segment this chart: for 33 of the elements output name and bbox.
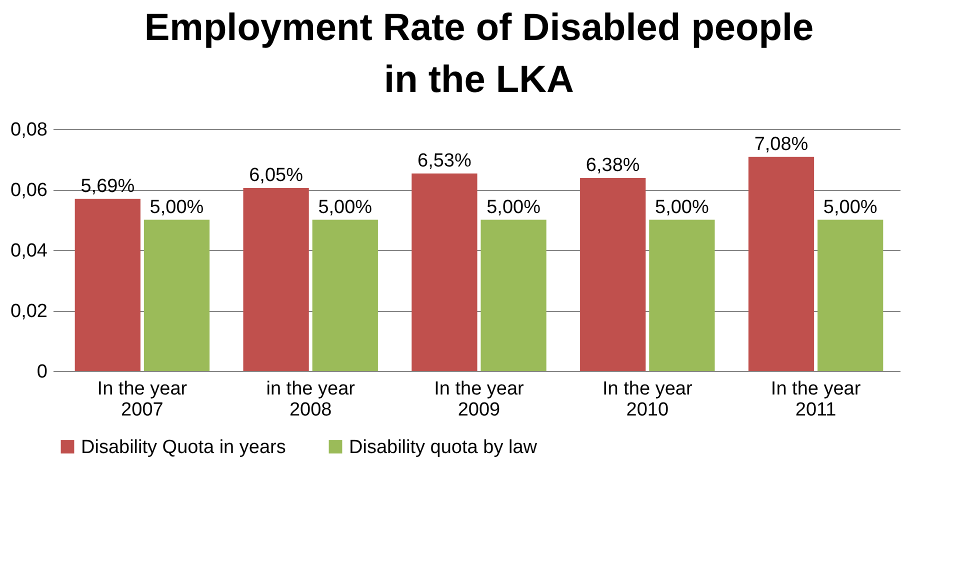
x-tick-label: In the year 2010 — [602, 378, 693, 420]
data-label: 6,38% — [586, 155, 640, 176]
x-tick-label: In the year 2007 — [97, 378, 188, 420]
y-tick-label: 0 — [36, 362, 48, 382]
data-label: 5,00% — [655, 196, 709, 218]
data-label: 5,69% — [80, 176, 135, 197]
bar — [649, 220, 715, 371]
legend-label: Disability quota by law — [349, 436, 538, 458]
bar — [818, 220, 884, 371]
bar — [412, 173, 478, 371]
y-tick-label: 0,06 — [10, 180, 48, 201]
data-label: 5,00% — [318, 196, 372, 218]
data-label: 6,53% — [418, 150, 472, 172]
data-label: 5,00% — [823, 196, 878, 218]
bar — [243, 188, 309, 371]
data-label: 5,00% — [150, 196, 204, 218]
data-label: 5,00% — [486, 196, 541, 218]
data-label: 7,08% — [754, 134, 808, 155]
bar — [480, 220, 546, 371]
y-tick-label: 0,08 — [10, 120, 48, 140]
bar — [74, 198, 140, 371]
bar — [312, 220, 378, 371]
x-tick-label: In the year 2011 — [770, 378, 862, 420]
chart-title: Employment Rate of Disabled people in the LKA — [144, 7, 814, 101]
bar — [144, 220, 210, 371]
y-tick-label: 0,04 — [10, 240, 48, 262]
data-label: 6,05% — [249, 164, 304, 186]
x-tick-label: in the year 2008 — [266, 378, 356, 420]
bar — [748, 156, 814, 371]
bar — [580, 178, 646, 371]
legend-label: Disability Quota in years — [81, 436, 286, 458]
y-tick-label: 0,02 — [10, 301, 48, 322]
x-tick-label: In the year 2009 — [434, 378, 525, 420]
